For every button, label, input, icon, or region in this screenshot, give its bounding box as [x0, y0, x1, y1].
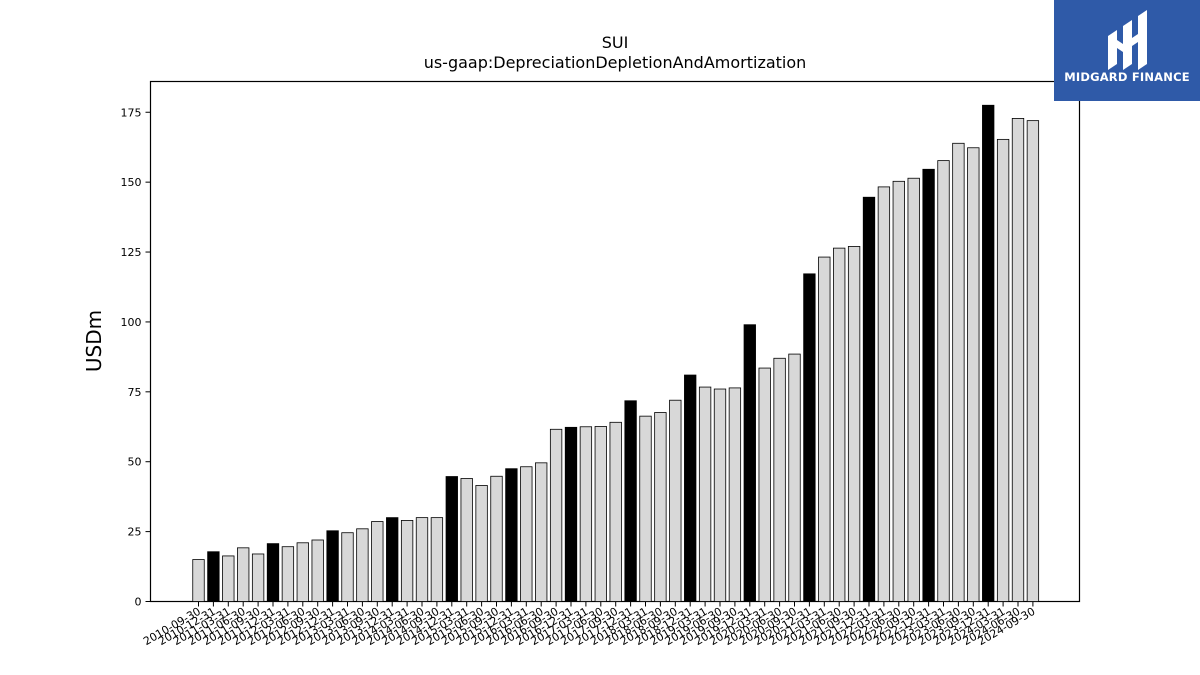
- bar: [937, 160, 950, 602]
- bar: [996, 138, 1010, 602]
- bar: [877, 186, 891, 602]
- y-tick-label: 0: [135, 596, 142, 609]
- bar: [1026, 120, 1040, 602]
- bar: [1011, 118, 1025, 602]
- bar: [684, 374, 697, 602]
- y-tick-label: 150: [121, 176, 142, 189]
- bar: [833, 247, 846, 602]
- bar: [266, 543, 280, 602]
- bar: [773, 357, 786, 602]
- bar: [967, 147, 980, 602]
- y-tick-label: 100: [121, 316, 142, 329]
- chart-subtitle: us-gaap:DepreciationDepletionAndAmortiza…: [424, 53, 807, 72]
- bar: [594, 426, 607, 602]
- bar: [520, 466, 533, 602]
- bar: [788, 353, 801, 602]
- bar: [251, 553, 265, 602]
- bar: [579, 426, 593, 602]
- bar: [326, 530, 339, 602]
- bar: [222, 555, 235, 602]
- bar: [296, 542, 309, 602]
- bar: [549, 428, 563, 602]
- bar: [803, 273, 816, 602]
- y-axis: 0 25 50 75 100 125 150 175: [121, 106, 151, 609]
- bar: [311, 539, 324, 602]
- bar: [490, 475, 503, 602]
- y-tick-label: 50: [128, 456, 142, 469]
- bar: [922, 168, 935, 602]
- bar: [356, 528, 369, 602]
- bar: [639, 415, 652, 602]
- bar: [564, 426, 578, 602]
- bars-group: [192, 104, 1040, 602]
- y-tick-label: 75: [128, 386, 142, 399]
- bar: [535, 462, 548, 602]
- bar: [192, 559, 205, 602]
- brand-mark-icon: [1108, 10, 1147, 70]
- bar: [743, 324, 756, 602]
- chart-title: SUI: [602, 33, 629, 52]
- bar: [505, 468, 518, 602]
- bar: [758, 367, 771, 602]
- bar: [237, 547, 250, 602]
- bar: [475, 485, 488, 602]
- bar: [207, 551, 220, 602]
- bar: [713, 388, 727, 602]
- bar: [847, 246, 861, 602]
- bar: [445, 476, 458, 602]
- bar: [609, 421, 622, 602]
- bar: [728, 387, 742, 602]
- bar: [862, 196, 876, 602]
- bar: [669, 399, 682, 602]
- bar: [907, 177, 920, 602]
- bar: [460, 478, 473, 602]
- bar: [281, 546, 295, 602]
- bar: [698, 386, 712, 602]
- bar: [654, 412, 667, 602]
- bar: [371, 521, 384, 602]
- bar: [341, 532, 354, 602]
- bar: [624, 400, 637, 602]
- y-tick-label: 125: [121, 246, 142, 259]
- bar: [415, 517, 429, 602]
- bar: [430, 517, 444, 602]
- y-tick-label: 175: [121, 106, 142, 119]
- y-axis-label: USDm: [82, 310, 106, 372]
- bar: [892, 180, 905, 602]
- bar: [818, 256, 831, 602]
- brand-name: MIDGARD FINANCE: [1064, 70, 1190, 84]
- x-axis: 2010-09-302010-12-312011-03-312011-06-30…: [141, 601, 1037, 648]
- brand-logo: MIDGARD FINANCE: [1054, 0, 1200, 101]
- y-tick-label: 25: [128, 526, 142, 539]
- bar: [400, 520, 414, 602]
- bar: [952, 142, 965, 602]
- bar: [982, 104, 995, 602]
- bar: [386, 517, 399, 602]
